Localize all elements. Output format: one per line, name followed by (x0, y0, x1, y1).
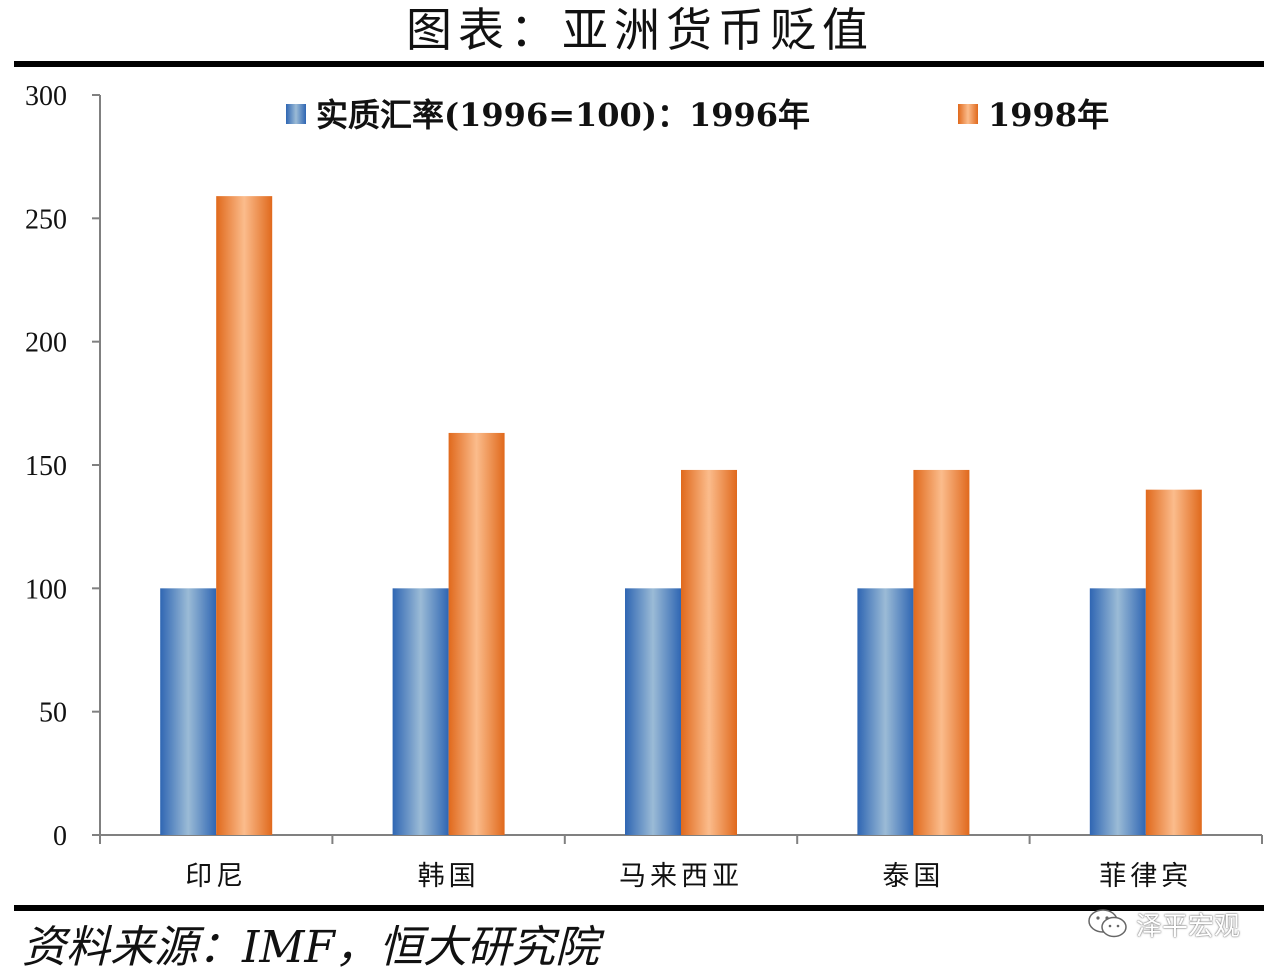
source-note: 资料来源：IMF，恒大研究院 (22, 922, 599, 973)
legend-swatch (286, 104, 306, 124)
x-tick-label: 马来西亚 (619, 861, 743, 892)
bar-1998-2 (681, 469, 737, 835)
bar-1998-4 (1145, 489, 1202, 835)
x-tick-label: 菲律宾 (1099, 861, 1192, 892)
bar-1996-1 (392, 588, 449, 835)
y-tick-label: 100 (25, 574, 67, 605)
y-tick-label: 300 (25, 81, 67, 112)
bar-1996-3 (857, 588, 914, 835)
y-tick-label: 50 (39, 698, 67, 729)
x-tick-label: 泰国 (882, 861, 944, 892)
bar-1996-0 (160, 588, 217, 835)
bar-1998-3 (913, 469, 970, 835)
bar-1996-4 (1089, 588, 1146, 835)
legend: 实质汇率(1996=100)：1996年 1998年 (286, 96, 1109, 134)
legend-label: 实质汇率(1996=100)：1996年 (316, 96, 810, 134)
bar-1996-2 (625, 588, 681, 835)
y-tick-label: 0 (53, 821, 67, 852)
bottom-rule (14, 905, 1264, 911)
y-tick-label: 200 (25, 328, 67, 359)
bar-1998-1 (448, 432, 505, 835)
top-rule (14, 61, 1264, 67)
bar-chart: 0 50 100 150 200 250 300 印尼 韩国 马来西亚 泰国 菲律宾 实质汇率(199… (25, 81, 1263, 892)
legend-swatch (958, 104, 978, 124)
watermark: 泽平宏观 (1086, 904, 1240, 944)
bar-1998-0 (216, 196, 273, 836)
wechat-icon (1088, 909, 1127, 938)
bars-group (160, 196, 1202, 836)
tick-labels: 0 50 100 150 200 250 300 印尼 韩国 马来西亚 泰国 菲律宾 (25, 81, 1192, 892)
y-tick-label: 250 (25, 204, 67, 235)
x-tick-label: 印尼 (185, 861, 247, 892)
x-tick-label: 韩国 (418, 861, 480, 892)
watermark-text: 泽平宏观 (1135, 911, 1240, 942)
legend-label: 1998年 (988, 96, 1109, 134)
y-tick-label: 150 (25, 451, 67, 482)
chart-title: 图表：亚洲货币贬值 (406, 3, 874, 57)
